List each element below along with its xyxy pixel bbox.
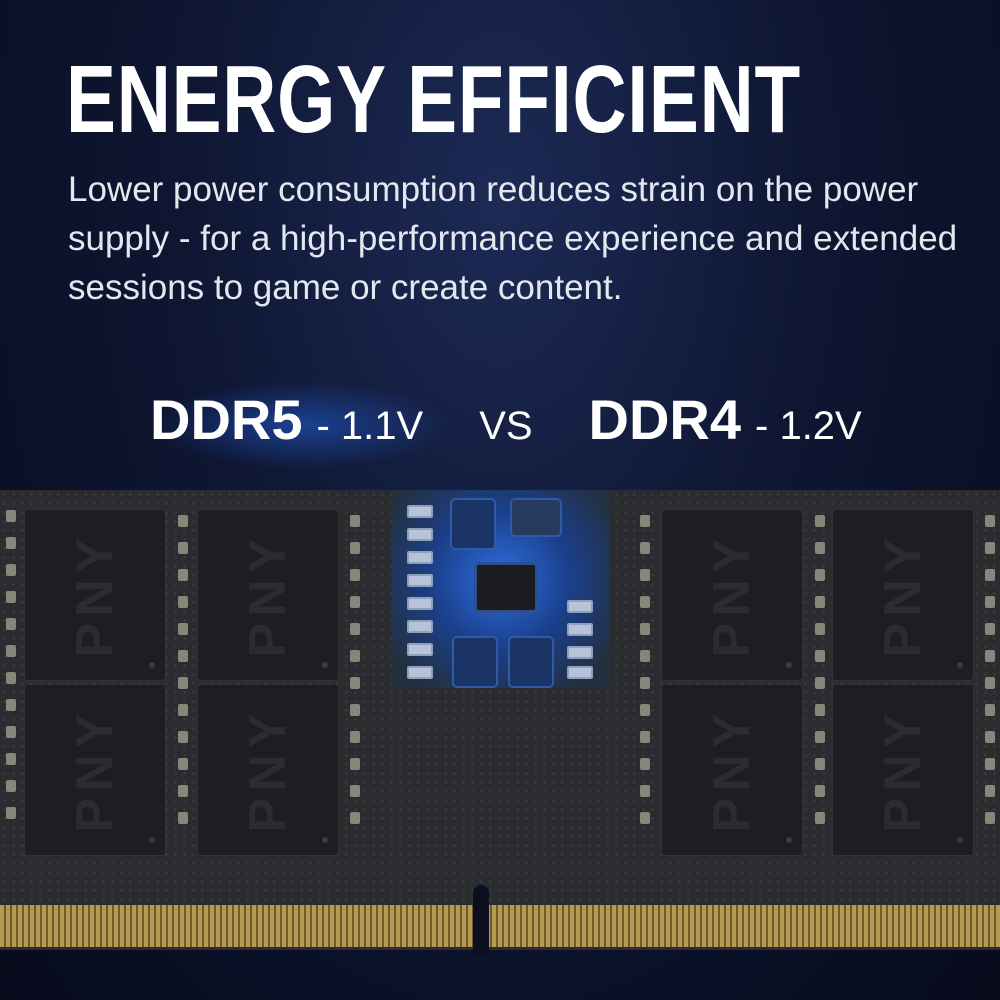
ddr4-voltage: - 1.2V [755,404,862,448]
smd-pads [640,515,650,839]
ddr5-label: DDR5 [150,388,303,451]
memory-chip: PNY [198,685,338,855]
memory-chip: PNY [25,685,165,855]
memory-chip: PNY [833,685,973,855]
key-notch [473,885,489,955]
smd-pads [6,510,16,834]
memory-chip: PNY [662,510,802,680]
smd-pads [985,515,995,839]
pmic-chip [477,565,535,610]
headline: ENERGY EFFICIENT [66,46,802,153]
memory-chip: PNY [833,510,973,680]
smd-pads [815,515,825,839]
ddr5-voltage: - 1.1V [316,404,424,448]
memory-chip: PNY [25,510,165,680]
pmic-highlight [392,490,610,688]
ddr4-label: DDR4 [588,388,742,451]
memory-chip: PNY [662,685,802,855]
description: Lower power consumption reduces strain o… [68,170,958,307]
smd-pads [350,515,360,839]
smd-pads [178,515,188,839]
ddr5-glow [150,380,450,470]
gold-contacts [0,905,1000,947]
memory-chip: PNY [198,510,338,680]
memory-module: PNY PNY PNY PNY PNY PNY PNY PNY [0,490,1000,950]
voltage-comparison: DDR5 - 1.1V VS DDR4 - 1.2V [150,392,870,462]
vs-label: VS [479,404,533,448]
